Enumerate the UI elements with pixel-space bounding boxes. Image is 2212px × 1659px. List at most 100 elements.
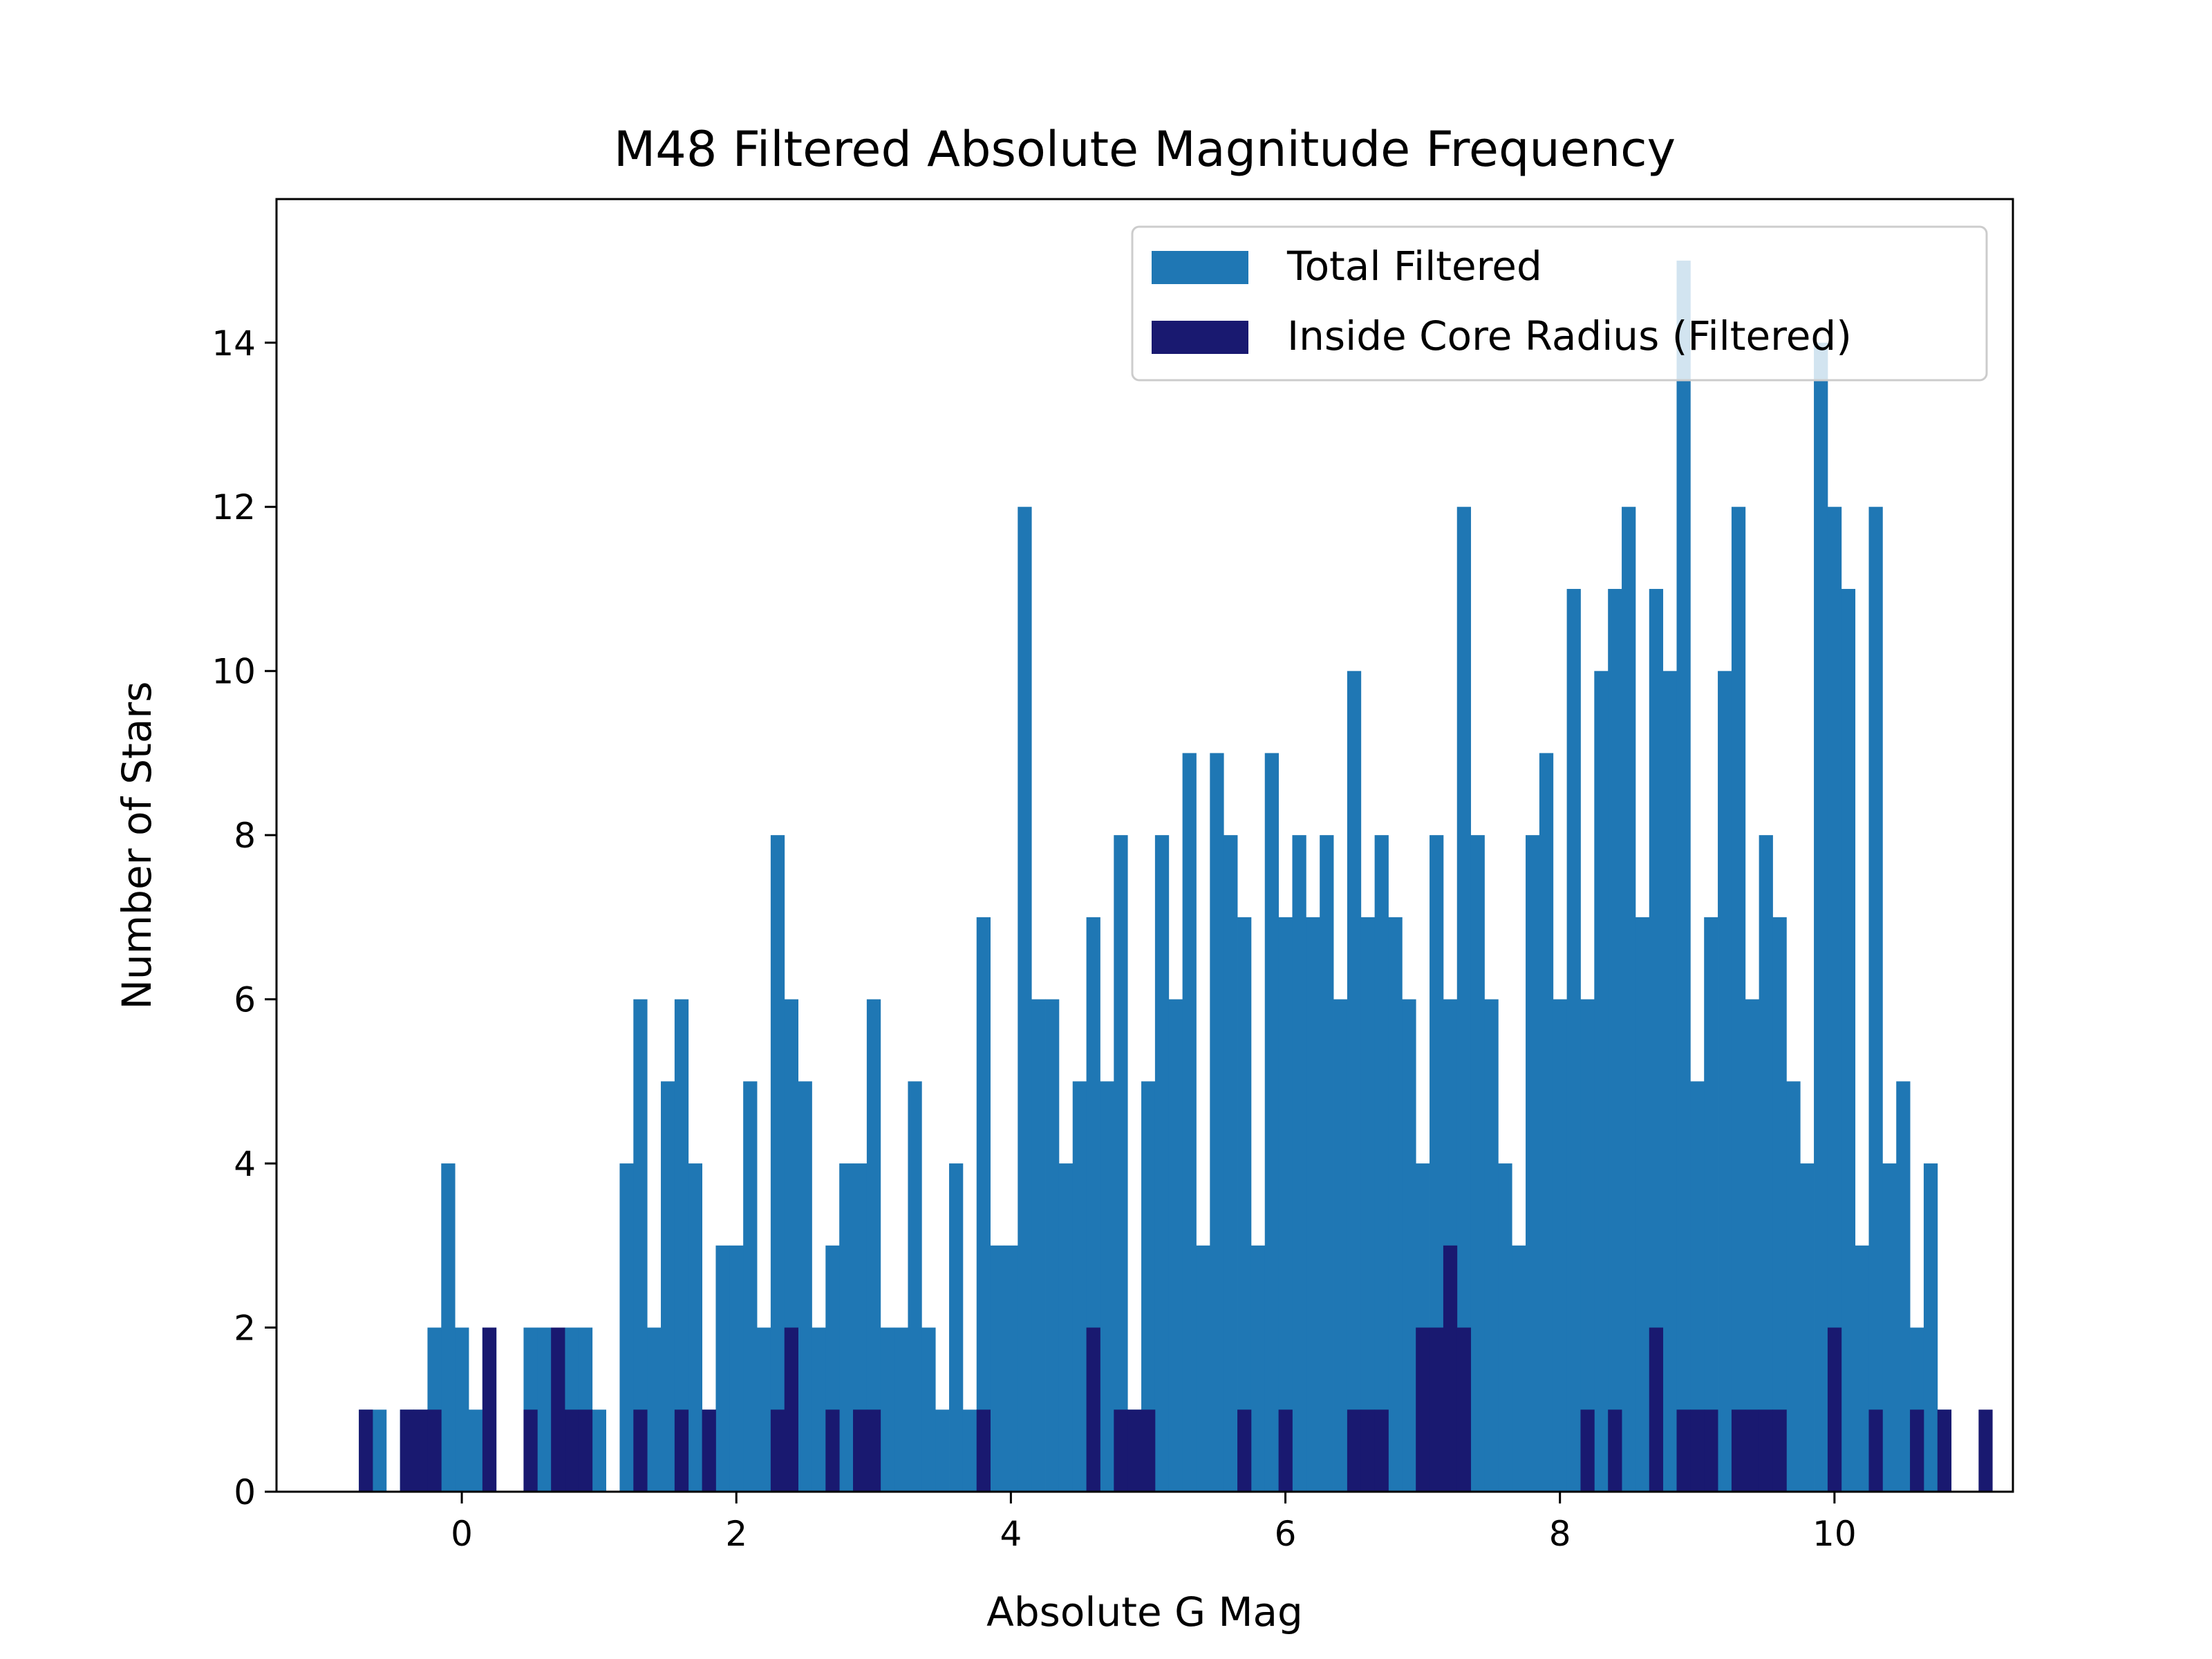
y-axis: 0 2 4 6 8 10 12 14 — [212, 324, 276, 1512]
bar-total-filtered — [469, 1409, 483, 1492]
bar-total-filtered — [441, 1163, 456, 1492]
legend-swatch-inside-core-radius — [1152, 321, 1248, 354]
bar-total-filtered — [1018, 507, 1032, 1492]
bar-total-filtered — [1786, 1081, 1801, 1492]
bar-total-filtered — [1882, 1163, 1897, 1492]
bar-total-filtered — [1745, 999, 1760, 1492]
bar-total-filtered — [661, 1081, 675, 1492]
bar-total-filtered — [812, 1327, 826, 1492]
x-axis-label: Absolute G Mag — [986, 1588, 1303, 1635]
bar-total-filtered — [1031, 999, 1046, 1492]
bar-inside-core-radius-filtered — [1430, 1327, 1444, 1492]
x-tick-label: 10 — [1812, 1514, 1857, 1554]
bar-total-filtered — [1154, 835, 1170, 1492]
bar-total-filtered — [1498, 1163, 1512, 1492]
bar-total-filtered — [1224, 835, 1238, 1492]
legend-label-total-filtered: Total Filtered — [1286, 243, 1542, 290]
bar-inside-core-radius-filtered — [400, 1409, 414, 1492]
bar-inside-core-radius-filtered — [853, 1409, 868, 1492]
bar-total-filtered — [1210, 753, 1224, 1492]
bar-total-filtered — [1800, 1163, 1815, 1492]
bar-total-filtered — [1320, 835, 1334, 1492]
bar-inside-core-radius-filtered — [1237, 1409, 1252, 1492]
bar-total-filtered — [1855, 1245, 1869, 1492]
bar-total-filtered — [1456, 507, 1472, 1492]
bar-inside-core-radius-filtered — [1456, 1327, 1472, 1492]
bar-total-filtered — [1690, 1081, 1705, 1492]
bar-total-filtered — [1841, 588, 1856, 1492]
bar-total-filtered — [1704, 917, 1718, 1492]
y-tick-label: 10 — [212, 652, 256, 692]
bar-total-filtered — [1196, 1245, 1210, 1492]
bar-total-filtered — [373, 1409, 387, 1492]
bar-total-filtered — [729, 1245, 744, 1492]
bar-total-filtered — [1168, 999, 1183, 1492]
bar-total-filtered — [1580, 999, 1595, 1492]
bar-total-filtered — [1896, 1081, 1911, 1492]
series-inside-core-radius — [359, 1245, 1993, 1492]
legend-swatch-total-filtered — [1152, 251, 1248, 284]
bar-inside-core-radius-filtered — [359, 1409, 373, 1492]
bar-total-filtered — [962, 1409, 977, 1492]
bar-total-filtered — [1622, 507, 1636, 1492]
bar-total-filtered — [757, 1327, 771, 1492]
bar-inside-core-radius-filtered — [1772, 1409, 1787, 1492]
bar-inside-core-radius-filtered — [1690, 1409, 1705, 1492]
series-total-filtered — [359, 261, 1952, 1492]
bar-total-filtered — [1402, 999, 1416, 1492]
legend: Total Filtered Inside Core Radius (Filte… — [1131, 225, 1988, 382]
bar-inside-core-radius-filtered — [784, 1327, 798, 1492]
bar-inside-core-radius-filtered — [578, 1409, 593, 1492]
bar-total-filtered — [1278, 917, 1293, 1492]
bar-total-filtered — [633, 999, 648, 1492]
bar-total-filtered — [619, 1163, 634, 1492]
bar-total-filtered — [1484, 999, 1499, 1492]
x-tick-label: 8 — [1549, 1514, 1571, 1554]
bar-total-filtered — [1004, 1245, 1018, 1492]
bar-inside-core-radius-filtered — [633, 1409, 648, 1492]
bar-inside-core-radius-filtered — [1978, 1409, 1993, 1492]
bar-total-filtered — [1470, 835, 1485, 1492]
bar-total-filtered — [1553, 999, 1568, 1492]
bar-total-filtered — [1566, 588, 1581, 1492]
bar-total-filtered — [743, 1081, 758, 1492]
y-tick-label: 2 — [234, 1309, 256, 1349]
bar-total-filtered — [1827, 507, 1842, 1492]
bar-inside-core-radius-filtered — [413, 1409, 428, 1492]
bar-inside-core-radius-filtered — [551, 1327, 565, 1492]
bar-inside-core-radius-filtered — [1416, 1327, 1430, 1492]
bar-total-filtered — [1250, 1245, 1266, 1492]
bar-inside-core-radius-filtered — [1086, 1327, 1100, 1492]
bar-total-filtered — [990, 1245, 1004, 1492]
y-tick-label: 12 — [212, 487, 256, 527]
bar-total-filtered — [894, 1327, 908, 1492]
x-tick-label: 4 — [1000, 1514, 1022, 1554]
bar-total-filtered — [921, 1327, 936, 1492]
bar-inside-core-radius-filtered — [1649, 1327, 1664, 1492]
bar-total-filtered — [880, 1327, 894, 1492]
bar-inside-core-radius-filtered — [1608, 1409, 1622, 1492]
bar-inside-core-radius-filtered — [1937, 1409, 1952, 1492]
x-tick-label: 6 — [1275, 1514, 1297, 1554]
y-tick-label: 8 — [234, 816, 256, 856]
bar-total-filtered — [770, 835, 785, 1492]
bar-inside-core-radius-filtered — [523, 1409, 538, 1492]
legend-box — [1131, 225, 1988, 382]
bar-inside-core-radius-filtered — [1759, 1409, 1773, 1492]
bar-inside-core-radius-filtered — [825, 1409, 840, 1492]
bar-total-filtered — [1347, 671, 1362, 1492]
bar-total-filtered — [647, 1327, 662, 1492]
bar-total-filtered — [1306, 917, 1320, 1492]
bar-total-filtered — [1868, 507, 1883, 1492]
bar-inside-core-radius-filtered — [1676, 1409, 1691, 1492]
bar-total-filtered — [1141, 1081, 1156, 1492]
bar-inside-core-radius-filtered — [1278, 1409, 1293, 1492]
bar-total-filtered — [1114, 835, 1128, 1492]
bar-total-filtered — [839, 1163, 854, 1492]
bar-total-filtered — [1388, 917, 1403, 1492]
bar-inside-core-radius-filtered — [1827, 1327, 1842, 1492]
bar-total-filtered — [592, 1409, 606, 1492]
x-tick-label: 0 — [451, 1514, 473, 1554]
bar-total-filtered — [866, 999, 881, 1492]
bar-inside-core-radius-filtered — [1141, 1409, 1156, 1492]
